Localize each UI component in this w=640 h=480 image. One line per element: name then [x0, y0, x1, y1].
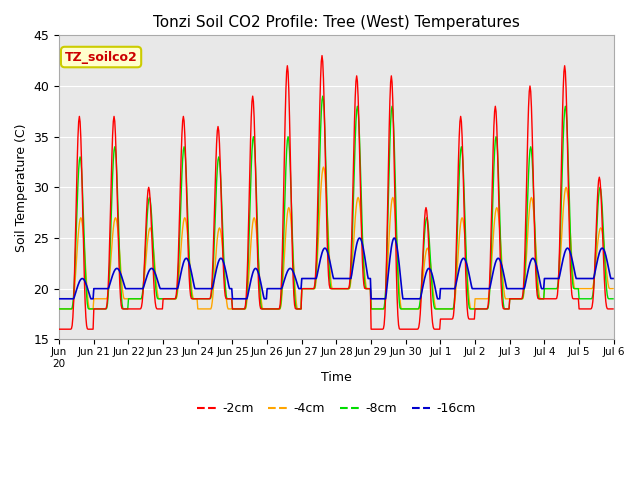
Y-axis label: Soil Temperature (C): Soil Temperature (C)	[15, 123, 28, 252]
Legend: -2cm, -4cm, -8cm, -16cm: -2cm, -4cm, -8cm, -16cm	[192, 397, 481, 420]
Text: TZ_soilco2: TZ_soilco2	[65, 50, 138, 63]
Title: Tonzi Soil CO2 Profile: Tree (West) Temperatures: Tonzi Soil CO2 Profile: Tree (West) Temp…	[153, 15, 520, 30]
X-axis label: Time: Time	[321, 372, 352, 384]
